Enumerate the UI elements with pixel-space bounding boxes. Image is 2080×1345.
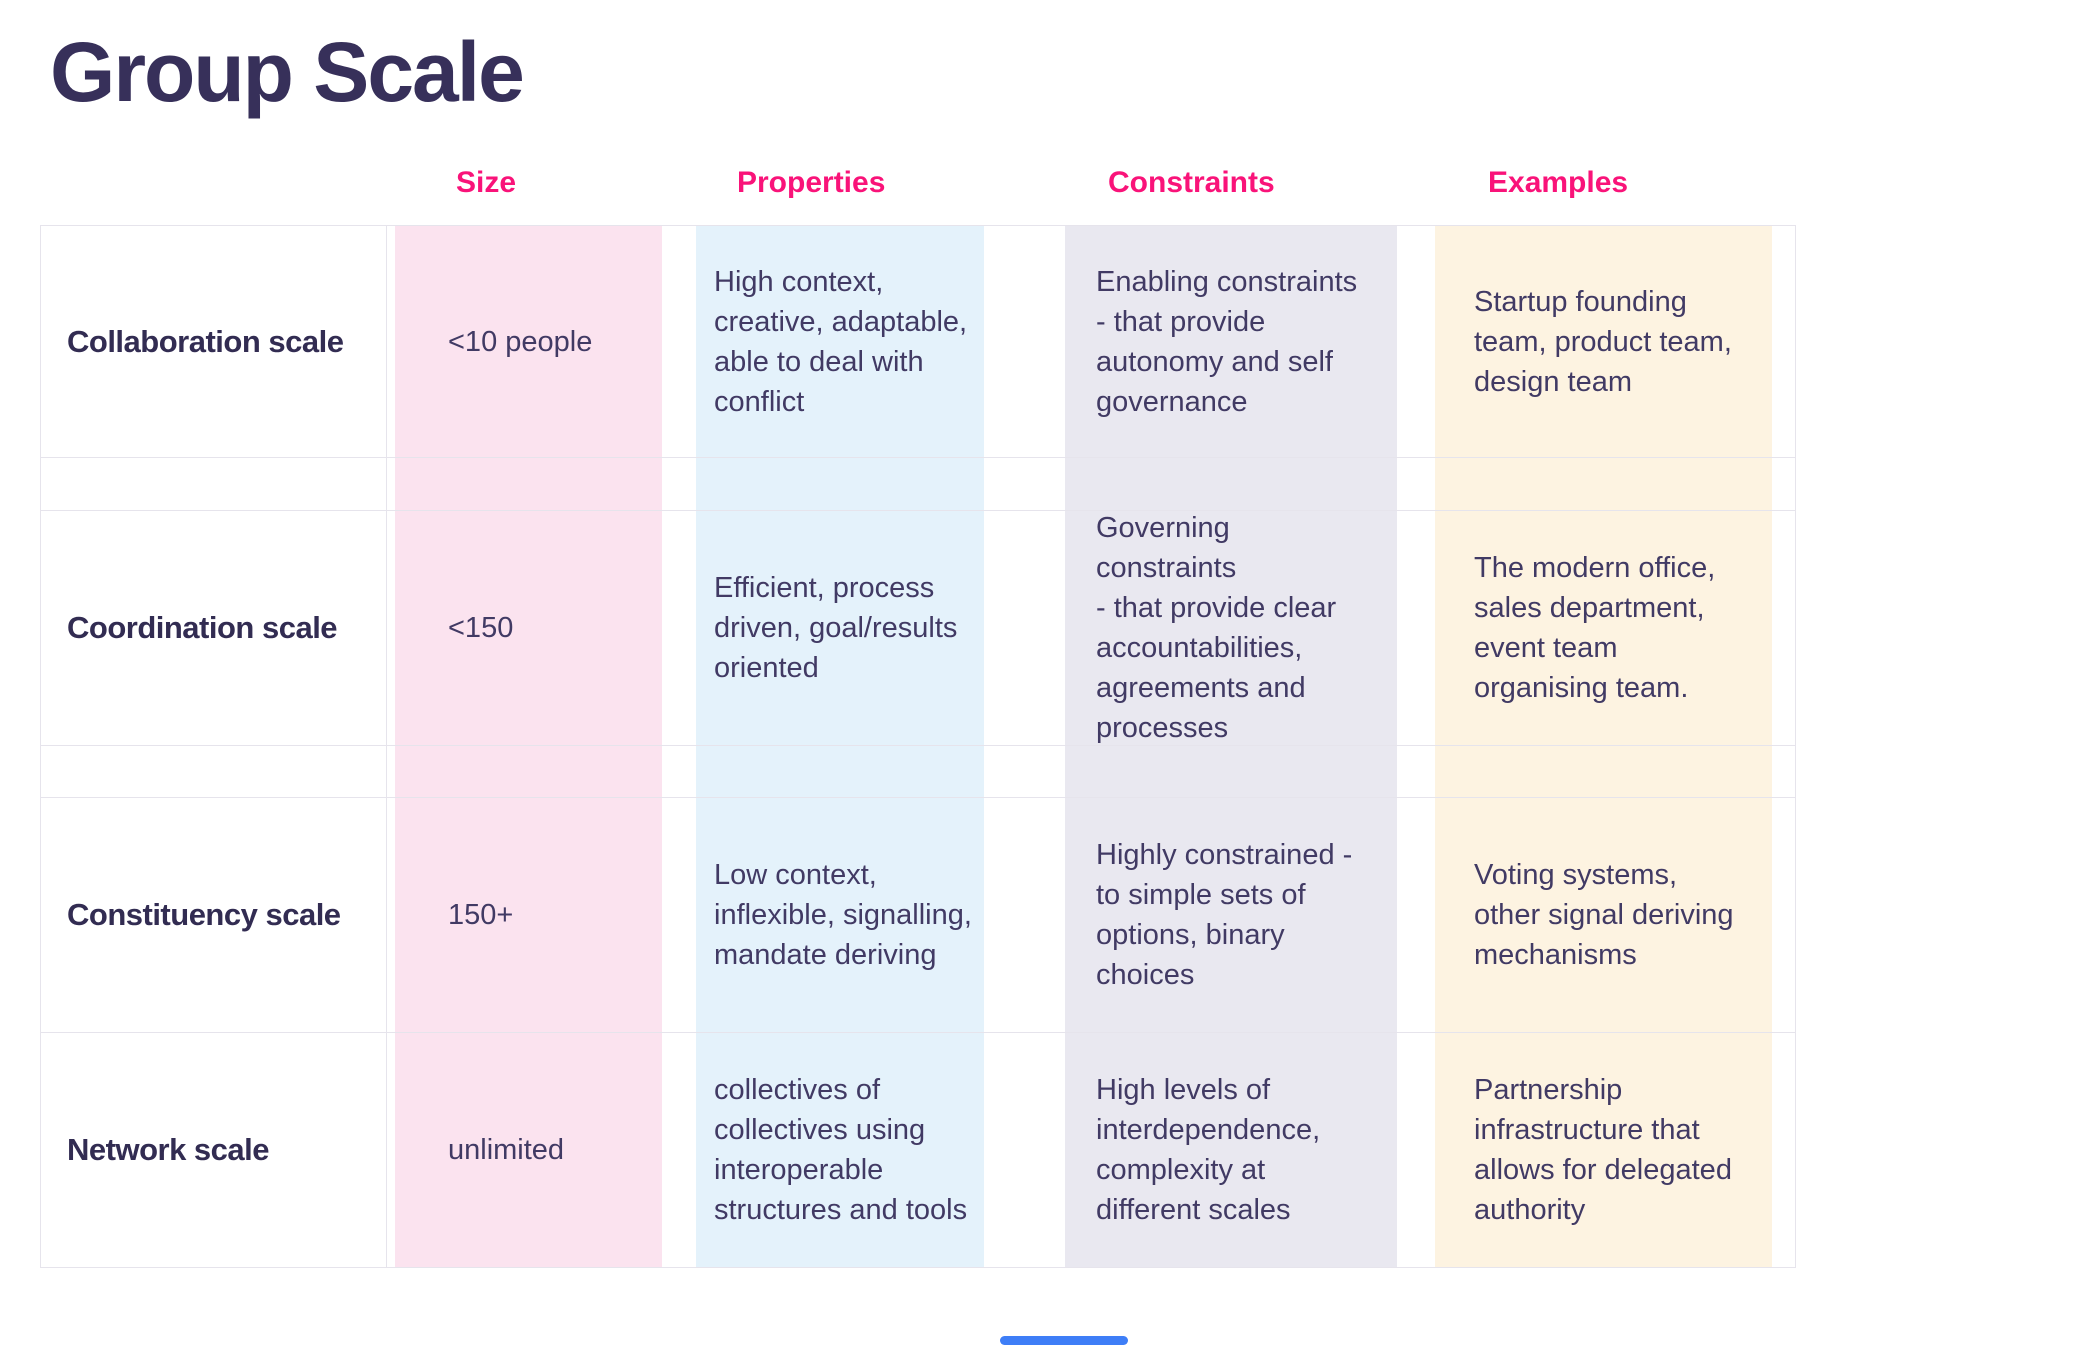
cell-constraints: Highly constrained - to simple sets of o… (1096, 839, 1353, 991)
row-spacer (40, 745, 1796, 798)
cell-constraints: Governing constraints - that provide cle… (1096, 512, 1337, 744)
constraints-column-band (1065, 225, 1397, 1267)
cell-constraints: Enabling constraints - that provide auto… (1096, 265, 1358, 418)
table-row-network: Network scale unlimited collectives of c… (40, 1032, 1796, 1268)
scrollbar-thumb[interactable] (1000, 1336, 1128, 1345)
cell-examples: The modern office, sales department, eve… (1474, 552, 1716, 704)
cell-properties: Efficient, process driven, goal/results … (714, 572, 958, 684)
size-column-band (395, 225, 662, 1267)
column-header-constraints: Constraints (1108, 166, 1275, 199)
cell-properties: Low context, inflexible, signalling, man… (714, 859, 972, 971)
table-row-coordination: Coordination scale <150 Efficient, proce… (40, 510, 1796, 746)
table-row-constituency: Constituency scale 150+ Low context, inf… (40, 797, 1796, 1033)
cell-examples: Startup founding team, product team, des… (1474, 285, 1732, 398)
group-scale-table: Collaboration scale <10 people High cont… (40, 225, 1796, 1268)
cell-size: unlimited (448, 1134, 565, 1166)
cell-constraints: High levels of interdependence, complexi… (1096, 1074, 1321, 1226)
spacer-label-cell (41, 746, 387, 797)
cell-examples: Voting systems, other signal deriving me… (1474, 859, 1734, 971)
row-spacer (40, 457, 1796, 511)
cell-properties: collectives of collectives using interop… (714, 1074, 968, 1226)
cell-size: 150+ (448, 899, 514, 931)
table-row-collaboration: Collaboration scale <10 people High cont… (40, 225, 1796, 458)
column-header-properties: Properties (737, 166, 886, 199)
row-label: Network scale (41, 1033, 387, 1267)
page-title: Group Scale (50, 25, 525, 119)
spacer-label-cell (41, 458, 387, 510)
cell-properties: High context, creative, adaptable, able … (714, 265, 968, 418)
cell-size: <10 people (448, 325, 593, 358)
cell-size: <150 (448, 612, 514, 644)
examples-column-band (1435, 225, 1772, 1267)
row-label: Collaboration scale (41, 226, 387, 457)
cell-examples: Partnership infrastructure that allows f… (1474, 1074, 1732, 1226)
column-header-size: Size (456, 166, 517, 199)
column-header-examples: Examples (1488, 166, 1629, 199)
properties-column-band (696, 225, 984, 1267)
row-label: Constituency scale (41, 798, 387, 1032)
row-label: Coordination scale (41, 511, 387, 745)
